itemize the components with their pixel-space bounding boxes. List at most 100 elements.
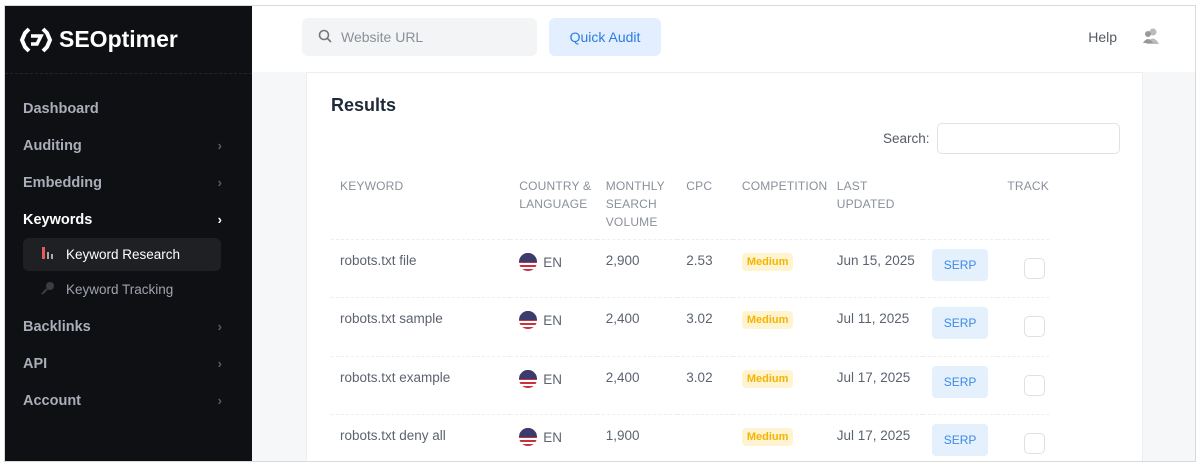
chevron-right-icon: › xyxy=(217,138,222,153)
country-cell: EN xyxy=(510,414,597,461)
label: Keyword Tracking xyxy=(66,282,174,297)
col-updated[interactable]: LAST UPDATED xyxy=(836,179,895,211)
language: EN xyxy=(543,254,562,270)
country-cell: EN xyxy=(510,297,597,356)
us-flag-icon xyxy=(519,252,538,271)
language: EN xyxy=(543,430,562,445)
cpc-cell: 2.53 xyxy=(677,238,733,298)
chevron-right-icon: › xyxy=(217,356,222,371)
keyword-cell: robots.txt sample xyxy=(331,297,511,356)
competition-cell: Medium xyxy=(732,414,828,461)
us-flag-icon xyxy=(519,428,538,446)
chevron-right-icon: › xyxy=(217,393,222,408)
search-label: Search: xyxy=(883,131,930,146)
country-cell: EN xyxy=(510,355,597,415)
serp-cell: SERP xyxy=(923,297,999,356)
serp-button[interactable]: SERP xyxy=(932,248,989,281)
updated-cell: Jul 11, 2025 xyxy=(827,297,924,356)
volume-cell: 2,400 xyxy=(596,355,678,415)
country-cell: EN xyxy=(510,238,597,298)
track-checkbox[interactable] xyxy=(1024,316,1046,337)
help-link[interactable]: Help xyxy=(1088,29,1117,45)
sidebar-item-keywords[interactable]: Keywords › xyxy=(5,201,252,238)
label: Backlinks xyxy=(23,318,91,335)
language: EN xyxy=(543,371,562,387)
page-title: Results xyxy=(331,95,397,115)
serp-cell: SERP xyxy=(923,238,999,298)
language: EN xyxy=(543,313,562,328)
track-checkbox[interactable] xyxy=(1024,374,1046,396)
table-row: robots.txt example EN 2,400 3.02 Medium … xyxy=(331,355,1049,415)
results-card: Results Search: KEYWORD COUNTRY & LANGUA… xyxy=(306,72,1143,461)
updated-cell: Jul 17, 2025 xyxy=(827,355,924,415)
website-url-input[interactable]: Website URL xyxy=(302,18,537,56)
us-flag-icon xyxy=(519,369,538,388)
results-table: KEYWORD COUNTRY & LANGUAGE MONTHLY SEARC… xyxy=(331,177,1049,461)
competition-cell: Medium xyxy=(732,355,828,415)
label: Embedding xyxy=(23,174,102,191)
chevron-right-icon: › xyxy=(217,175,222,190)
col-keyword[interactable]: KEYWORD xyxy=(340,179,404,193)
chevron-right-icon: › xyxy=(217,212,222,227)
competition-badge: Medium xyxy=(741,252,794,271)
brand-name: SEOptimer xyxy=(59,26,178,52)
sidebar-item-dashboard[interactable]: Dashboard xyxy=(5,90,252,127)
table-row: robots.txt deny all EN 1,900 Medium Jul … xyxy=(331,414,1049,461)
cpc-cell xyxy=(677,414,733,461)
track-checkbox[interactable] xyxy=(1024,257,1046,279)
volume-cell: 2,900 xyxy=(596,238,678,298)
placeholder: Website URL xyxy=(341,29,424,45)
key-icon xyxy=(41,281,55,298)
col-competition[interactable]: COMPETITION xyxy=(741,179,828,193)
serp-button[interactable]: SERP xyxy=(932,365,989,398)
sidebar-item-auditing[interactable]: Auditing › xyxy=(5,127,252,164)
col-cpc[interactable]: CPC xyxy=(686,179,713,193)
table-search-input[interactable] xyxy=(937,123,1120,154)
serp-cell: SERP xyxy=(923,414,999,461)
cpc-cell: 3.02 xyxy=(677,297,733,356)
volume-cell: 2,400 xyxy=(596,297,678,356)
updated-cell: Jun 15, 2025 xyxy=(827,238,924,298)
sidebar-item-embedding[interactable]: Embedding › xyxy=(5,164,252,201)
sidebar: SEOptimer Dashboard Auditing › Embedding ›… xyxy=(5,6,252,461)
col-track: TRACK xyxy=(1007,179,1049,193)
keyword-cell: robots.txt example xyxy=(331,355,511,415)
label: Auditing xyxy=(23,137,82,154)
logo[interactable]: SEOptimer xyxy=(5,6,252,74)
track-checkbox[interactable] xyxy=(1024,433,1046,454)
table-row: robots.txt sample EN 2,400 3.02 Medium J… xyxy=(331,297,1049,356)
sidebar-subitem-keyword-tracking[interactable]: Keyword Tracking xyxy=(23,273,221,306)
keyword-cell: robots.txt file xyxy=(331,238,511,298)
keyword-cell: robots.txt deny all xyxy=(331,414,511,461)
col-country[interactable]: COUNTRY & LANGUAGE xyxy=(519,179,592,211)
sidebar-subitem-keyword-research[interactable]: Keyword Research xyxy=(23,238,221,271)
competition-badge: Medium xyxy=(741,311,794,329)
competition-cell: Medium xyxy=(732,238,828,298)
sidebar-item-api[interactable]: API › xyxy=(5,345,252,382)
competition-badge: Medium xyxy=(741,428,794,446)
topbar: Website URL Quick Audit Help xyxy=(252,6,1195,72)
label: Dashboard xyxy=(23,100,99,117)
label: Account xyxy=(23,392,81,409)
serp-button[interactable]: SERP xyxy=(932,424,989,456)
sidebar-item-account[interactable]: Account › xyxy=(5,382,252,419)
table-row: robots.txt file EN 2,900 2.53 Medium Jun… xyxy=(331,238,1049,298)
sidebar-item-backlinks[interactable]: Backlinks › xyxy=(5,308,252,345)
label: Keywords xyxy=(23,211,93,228)
serp-button[interactable]: SERP xyxy=(932,307,989,339)
track-cell xyxy=(998,238,1049,298)
col-volume[interactable]: MONTHLY SEARCH VOLUME xyxy=(605,179,665,229)
volume-cell: 1,900 xyxy=(596,414,678,461)
user-icon[interactable] xyxy=(1142,27,1160,50)
track-cell xyxy=(998,414,1049,461)
track-cell xyxy=(998,355,1049,415)
us-flag-icon xyxy=(519,311,538,329)
competition-badge: Medium xyxy=(741,369,794,388)
col-serp xyxy=(923,177,998,239)
quick-audit-button[interactable]: Quick Audit xyxy=(549,18,661,56)
serp-cell: SERP xyxy=(923,355,999,415)
label: Keyword Research xyxy=(66,247,181,262)
cpc-cell: 3.02 xyxy=(677,355,733,415)
bar-chart-icon xyxy=(41,246,55,263)
competition-cell: Medium xyxy=(732,297,828,356)
